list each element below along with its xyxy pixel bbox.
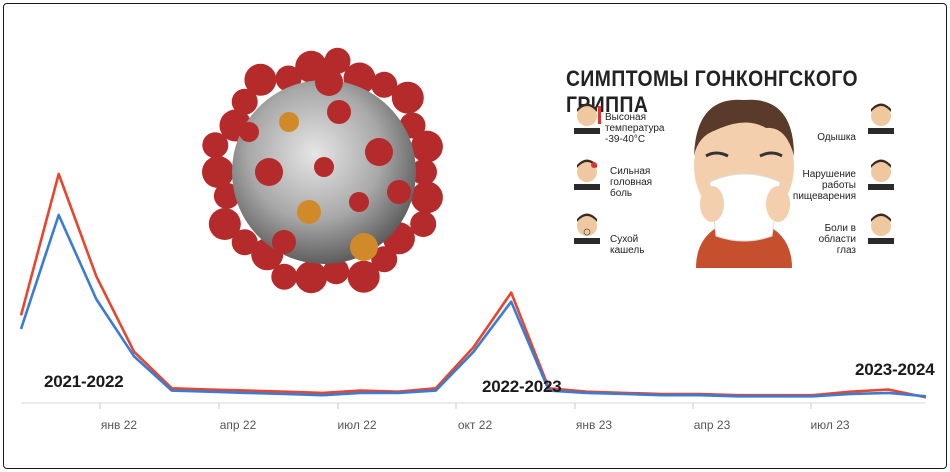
symptom-fever: Высоная температура -39-40°C xyxy=(605,112,665,145)
virus-spike xyxy=(323,258,350,285)
season-label-2022-2023: 2022-2023 xyxy=(482,377,562,396)
virus-spike xyxy=(231,229,258,256)
poster-title: СИМПТОМЫ ГОНКОНГСКОГО ГРИППА xyxy=(566,66,859,117)
virus-spike xyxy=(208,208,241,240)
x-tick-label: июл 22 xyxy=(337,418,377,432)
virus-spike xyxy=(271,263,298,290)
virus-spike xyxy=(371,71,398,98)
fever-face-icon xyxy=(574,103,601,134)
x-tick-label: янв 22 xyxy=(100,418,138,432)
headache-face-icon xyxy=(574,159,600,190)
shortness-of-breath-face-icon xyxy=(868,103,894,134)
virus-spike xyxy=(213,182,240,209)
virus-protein xyxy=(349,192,369,212)
digestion-face-icon xyxy=(868,159,894,190)
sneezing-person-icon xyxy=(694,99,794,268)
virus-spike xyxy=(231,88,258,115)
x-tick-label: апр 22 xyxy=(219,418,257,432)
virus-spike xyxy=(295,261,328,294)
x-tick-label: янв 23 xyxy=(575,418,613,432)
virus-protein xyxy=(315,68,343,96)
chart-frame: СИМПТОМЫ ГОНКОНГСКОГО ГРИППА Высоная тем… xyxy=(3,3,947,469)
virus-protein xyxy=(279,112,299,132)
virus-protein xyxy=(297,200,321,224)
virus-spike xyxy=(410,130,443,163)
virus-spike xyxy=(202,156,234,188)
virus-spike xyxy=(391,81,424,114)
symptom-dry-cough: Сухой кашель xyxy=(610,234,645,256)
eye-pain-face-icon xyxy=(868,213,894,244)
virus-spike xyxy=(202,132,229,159)
virus-protein xyxy=(387,180,411,204)
symptom-digestion: Нарушение работы пищеварения xyxy=(792,169,856,202)
symptom-eye-pain: Боли в области глаз xyxy=(818,223,856,256)
virus-protein xyxy=(365,138,393,166)
virus-spike xyxy=(244,63,277,96)
virus-protein xyxy=(239,122,259,142)
cough-face-icon xyxy=(574,213,600,244)
virus-spike xyxy=(410,181,443,214)
flu-trend-chart xyxy=(19,172,927,409)
virus-spike xyxy=(324,47,351,74)
virus-protein xyxy=(314,157,334,177)
coronavirus-illustration xyxy=(202,47,443,294)
x-tick-label: июл 23 xyxy=(810,418,850,432)
virus-protein xyxy=(350,233,378,261)
x-tick-label: апр 23 xyxy=(693,418,731,432)
x-tick-label: окт 22 xyxy=(457,418,493,432)
symptom-headache: Сильная головная боль xyxy=(610,166,653,199)
series-line-blue xyxy=(19,213,927,398)
virus-spike xyxy=(410,211,437,237)
virus-spike xyxy=(347,260,380,293)
virus-spike xyxy=(411,159,437,185)
virus-protein xyxy=(255,158,283,186)
symptom-shortness-of-breath: Одышка xyxy=(817,132,856,143)
virus-protein xyxy=(327,100,351,124)
virus-protein xyxy=(272,230,296,254)
season-label-2021-2022: 2021-2022 xyxy=(44,372,124,391)
season-label-2023-2024: 2023-2024 xyxy=(855,360,935,379)
virus-spike xyxy=(371,246,398,273)
